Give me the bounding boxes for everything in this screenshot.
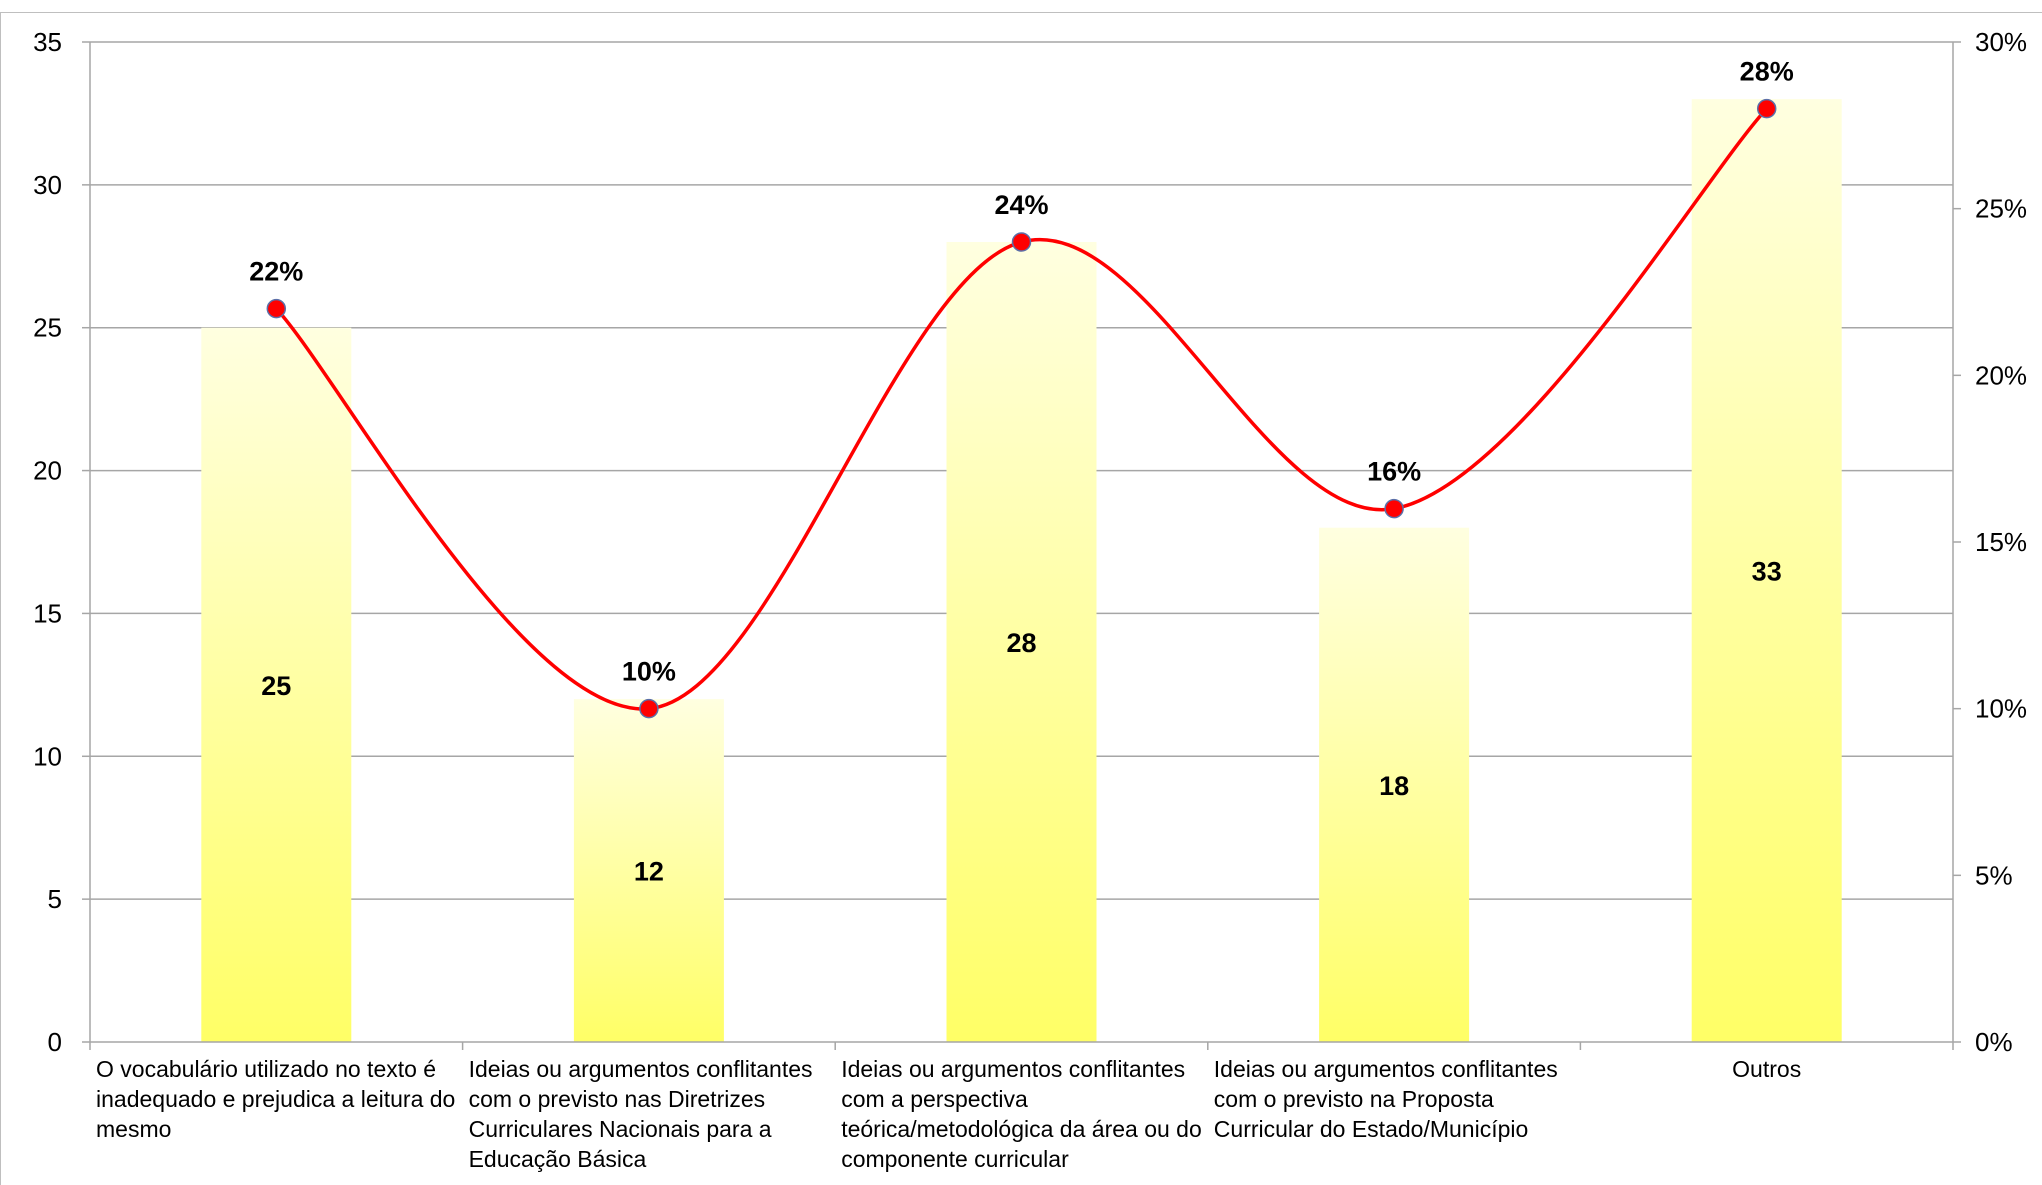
category-label: Outros <box>1732 1056 1802 1082</box>
line-point <box>1756 98 1777 119</box>
left-axis-ticks: 0 5 10 15 20 25 30 35 <box>33 27 90 1057</box>
bar-value-label: 25 <box>261 671 291 701</box>
bar-value-label: 28 <box>1006 628 1036 658</box>
y-tick-label: 0 <box>48 1027 62 1057</box>
y2-tick-label: 0% <box>1975 1027 2013 1057</box>
line-value-label: 22% <box>249 257 303 287</box>
bar <box>573 699 724 1042</box>
y2-tick-label: 15% <box>1975 527 2027 557</box>
line-value-label: 28% <box>1740 57 1794 87</box>
line-value-label: 24% <box>994 190 1048 220</box>
category-label: Ideias ou argumentos conflitantes com o … <box>468 1056 813 1172</box>
y2-tick-label: 25% <box>1975 194 2027 224</box>
bar-series <box>201 99 1842 1042</box>
y-tick-label: 5 <box>48 884 62 914</box>
bar <box>201 327 352 1042</box>
bar-value-label: 12 <box>634 857 664 887</box>
bar-data-labels: 25 12 28 18 33 <box>261 557 1781 887</box>
category-label: Ideias ou argumentos conflitantes com a … <box>841 1056 1202 1172</box>
y-tick-label: 35 <box>33 27 62 57</box>
bar <box>1319 527 1470 1042</box>
category-label: Ideias ou argumentos conflitantes com o … <box>1213 1056 1558 1142</box>
bar-value-label: 33 <box>1752 557 1782 587</box>
line-point <box>639 698 659 719</box>
line-series <box>266 98 1777 719</box>
y2-tick-label: 30% <box>1975 27 2027 57</box>
y-tick-label: 15 <box>33 598 62 628</box>
right-axis-ticks: 0% 5% 10% 15% 20% 25% 30% <box>1953 27 2027 1057</box>
y-tick-label: 20 <box>33 456 62 486</box>
y-tick-label: 25 <box>33 313 62 343</box>
bar <box>1691 99 1842 1042</box>
bar <box>946 242 1097 1042</box>
bar-value-label: 18 <box>1379 771 1409 801</box>
category-label: O vocabulário utilizado no texto é inade… <box>96 1056 456 1142</box>
y2-tick-label: 5% <box>1975 860 2013 890</box>
y2-tick-label: 10% <box>1975 694 2027 724</box>
y-tick-label: 30 <box>33 170 62 200</box>
line-point <box>1384 498 1404 519</box>
y-tick-label: 10 <box>33 741 62 771</box>
line-value-label: 16% <box>1367 457 1421 487</box>
line-point <box>1011 232 1032 252</box>
line-point <box>266 298 287 319</box>
line-value-label: 10% <box>622 657 676 687</box>
line-data-labels: 22% 10% 24% 16% 28% <box>249 57 1793 687</box>
y2-tick-label: 20% <box>1975 360 2027 390</box>
